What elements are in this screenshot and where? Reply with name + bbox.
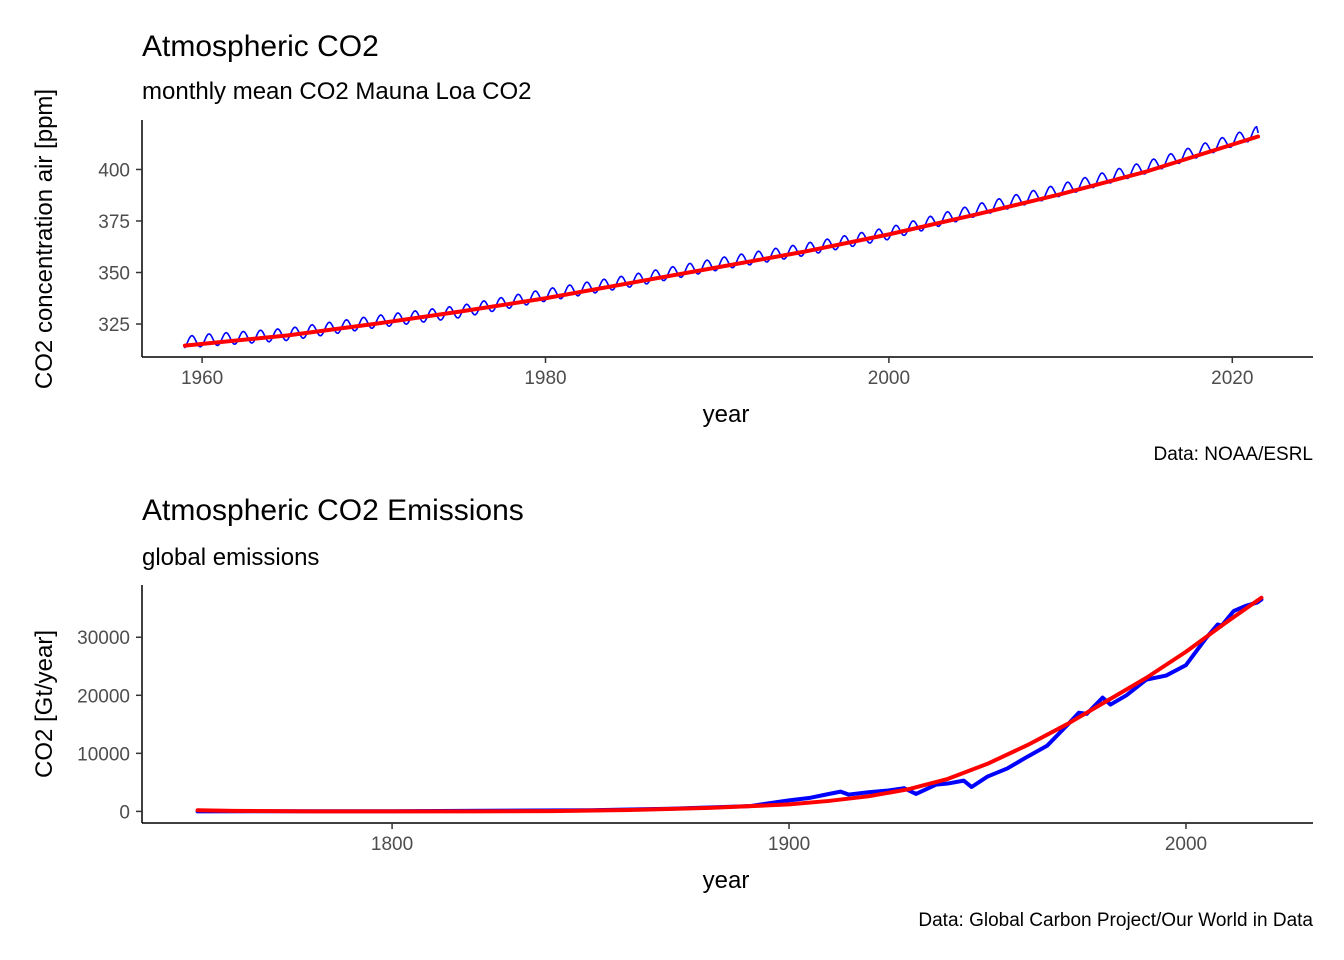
y-tick-label: 400 — [98, 160, 130, 181]
y-tick-label: 375 — [98, 212, 130, 233]
plot-lines — [195, 595, 1264, 814]
x-tick-label: 2000 — [1165, 834, 1207, 855]
data-line — [195, 597, 1264, 814]
y-tick-label: 325 — [98, 315, 130, 336]
x-axis-title: year — [703, 401, 750, 428]
x-tick-label: 2000 — [868, 368, 910, 389]
y-axis-title: CO2 concentration air [ppm] — [31, 89, 58, 389]
y-axis-title: CO2 [Gt/year] — [31, 630, 58, 778]
x-tick-label: 2020 — [1211, 368, 1253, 389]
chart-title: Atmospheric CO2 Emissions — [142, 494, 524, 527]
x-axis-title: year — [703, 867, 750, 894]
co2-emissions-panel: Atmospheric CO2 Emissions global emissio… — [31, 494, 1313, 931]
co2-concentration-panel: Atmospheric CO2 monthly mean CO2 Mauna L… — [31, 30, 1313, 465]
data-source-caption: Data: Global Carbon Project/Our World in… — [918, 910, 1313, 931]
x-tick-label: 1900 — [768, 834, 810, 855]
data-line — [184, 125, 1259, 349]
y-tick-label: 30000 — [77, 628, 130, 649]
y-tick-label: 0 — [119, 802, 130, 823]
x-tick-label: 1800 — [371, 834, 413, 855]
x-tick-label: 1960 — [181, 368, 223, 389]
plot-lines — [182, 125, 1261, 349]
chart-subtitle: monthly mean CO2 Mauna Loa CO2 — [142, 78, 532, 105]
x-tick-label: 1980 — [524, 368, 566, 389]
chart-title: Atmospheric CO2 — [142, 30, 379, 63]
y-tick-label: 20000 — [77, 686, 130, 707]
chart-subtitle: global emissions — [142, 544, 319, 571]
data-source-caption: Data: NOAA/ESRL — [1154, 444, 1313, 465]
axis-ticks: 1960 1980 2000 2020 325 350 375 400 — [98, 160, 1253, 389]
y-tick-label: 10000 — [77, 744, 130, 765]
trend-line — [195, 595, 1264, 814]
trend-line — [182, 134, 1261, 348]
y-tick-label: 350 — [98, 264, 130, 285]
